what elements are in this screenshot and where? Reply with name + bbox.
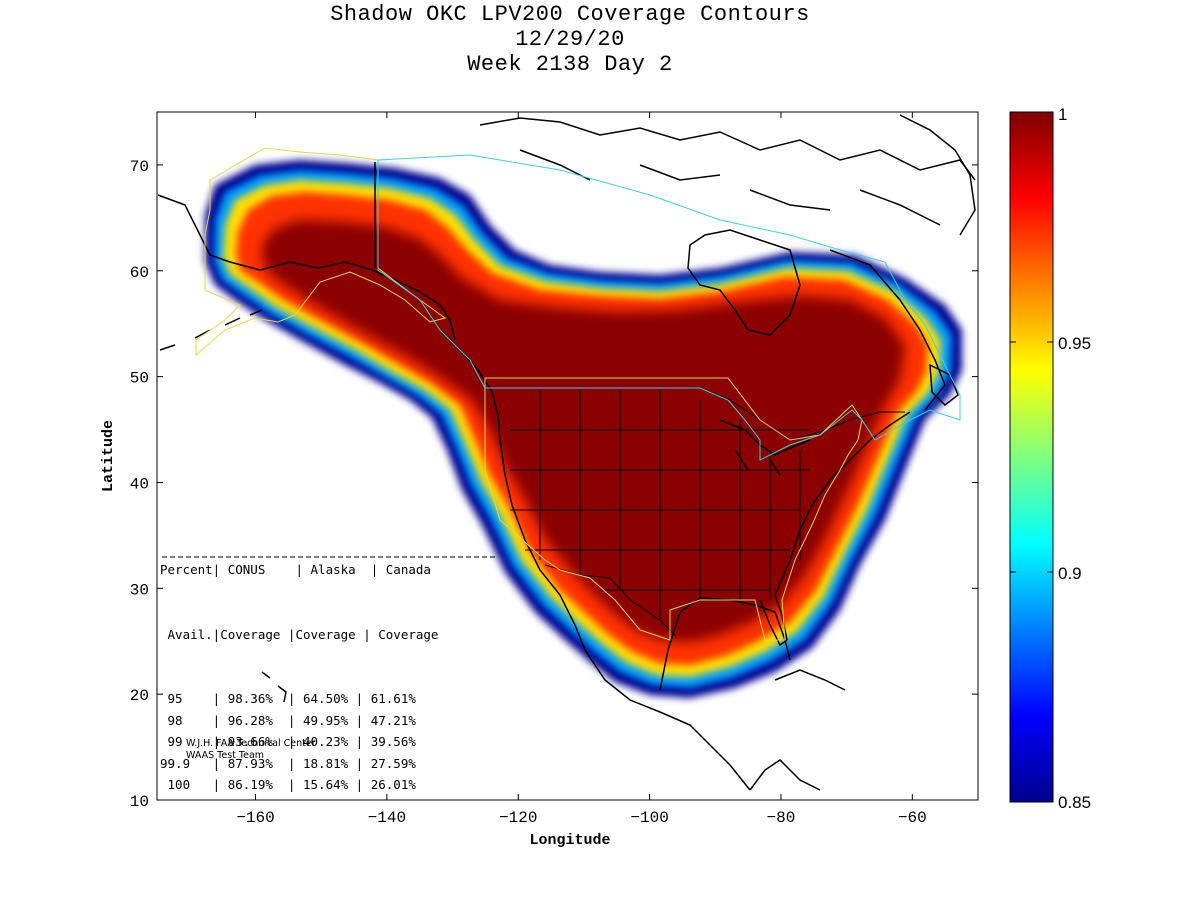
stats-header-2: Avail.|Coverage |Coverage | Coverage — [160, 626, 439, 642]
hawaii — [261, 671, 287, 703]
chart-week-day: Week 2138 Day 2 — [467, 52, 673, 77]
alaska-coast — [157, 194, 456, 341]
stats-header-1: Percent| CONUS | Alaska | Canada — [160, 562, 431, 577]
colorbar-tick-label: 0.95 — [1058, 334, 1091, 353]
x-tick-label: −80 — [767, 809, 796, 827]
service-boundaries — [195, 147, 961, 641]
y-axis: 10 20 30 40 50 60 70 — [130, 158, 978, 811]
canada-service-boundary — [377, 154, 961, 461]
x-tick-label: −140 — [368, 809, 406, 827]
cuba — [774, 669, 846, 691]
colorbar-tick-label: 0.9 — [1058, 564, 1082, 583]
colorbar-tick-label: 1 — [1058, 105, 1067, 124]
x-tick-label: −60 — [898, 809, 927, 827]
y-tick-label: 40 — [130, 475, 149, 493]
aleutian-islands — [159, 309, 263, 351]
y-tick-label: 60 — [130, 264, 149, 282]
us-east-coast — [774, 411, 911, 596]
newfoundland — [929, 363, 959, 406]
x-tick-label: −100 — [630, 809, 668, 827]
mexico-pacific-coast — [584, 649, 751, 791]
great-lakes — [719, 419, 811, 476]
stats-row: 99 | 93.66% | 40.23% | 39.56% — [160, 734, 416, 749]
y-axis-label: Latitude — [100, 420, 117, 492]
x-tick-label: −160 — [236, 809, 274, 827]
credit-line-2: WAAS Test Team — [186, 750, 265, 761]
chart-title: Shadow OKC LPV200 Coverage Contours — [330, 2, 810, 27]
stats-row: 100 | 86.19% | 15.64% | 26.01% — [160, 777, 416, 792]
stats-row: 99.9 | 87.93% | 18.81% | 27.59% — [160, 755, 416, 771]
credit-line-1: W.J.H. FAA Technical Center — [186, 738, 316, 749]
conus-service-boundary — [484, 377, 863, 641]
us-west-coast — [499, 439, 586, 651]
y-tick-label: 30 — [130, 581, 149, 599]
colorbar-ticks: 1 0.95 0.9 0.85 — [1010, 105, 1091, 812]
stats-table: Percent| CONUS | Alaska | Canada Avail.|… — [160, 516, 438, 817]
stats-rows: 95 | 98.36% | 64.50% | 61.61% 98 | 96.28… — [160, 688, 438, 796]
arctic-islands — [519, 149, 941, 226]
coverage-contours — [205, 160, 962, 698]
y-tick-label: 50 — [130, 370, 149, 388]
central-america — [749, 759, 821, 791]
us-state-lines — [510, 390, 810, 620]
chart-date: 12/29/20 — [515, 27, 625, 52]
labrador-coast — [829, 249, 946, 411]
y-tick-label: 10 — [130, 793, 149, 811]
stats-row: 98 | 96.28% | 49.95% | 47.21% — [160, 712, 416, 728]
stats-row: 95 | 98.36% | 64.50% | 61.61% — [160, 691, 416, 706]
x-axis: −160 −140 −120 −100 −80 −60 — [236, 112, 927, 827]
colorbar-tick-label: 0.85 — [1058, 793, 1091, 812]
y-tick-label: 20 — [130, 687, 149, 705]
hudson-bay — [687, 229, 801, 336]
florida — [759, 594, 788, 647]
greenland-coast — [899, 114, 976, 236]
x-tick-label: −120 — [499, 809, 537, 827]
arctic-archipelago — [479, 117, 976, 181]
x-axis-label: Longitude — [529, 832, 610, 849]
colorbar — [1009, 111, 1054, 803]
y-tick-label: 70 — [130, 158, 149, 176]
credit-block: W.J.H. FAA Technical Center WAAS Test Te… — [186, 738, 316, 762]
plot-frame — [156, 111, 979, 801]
